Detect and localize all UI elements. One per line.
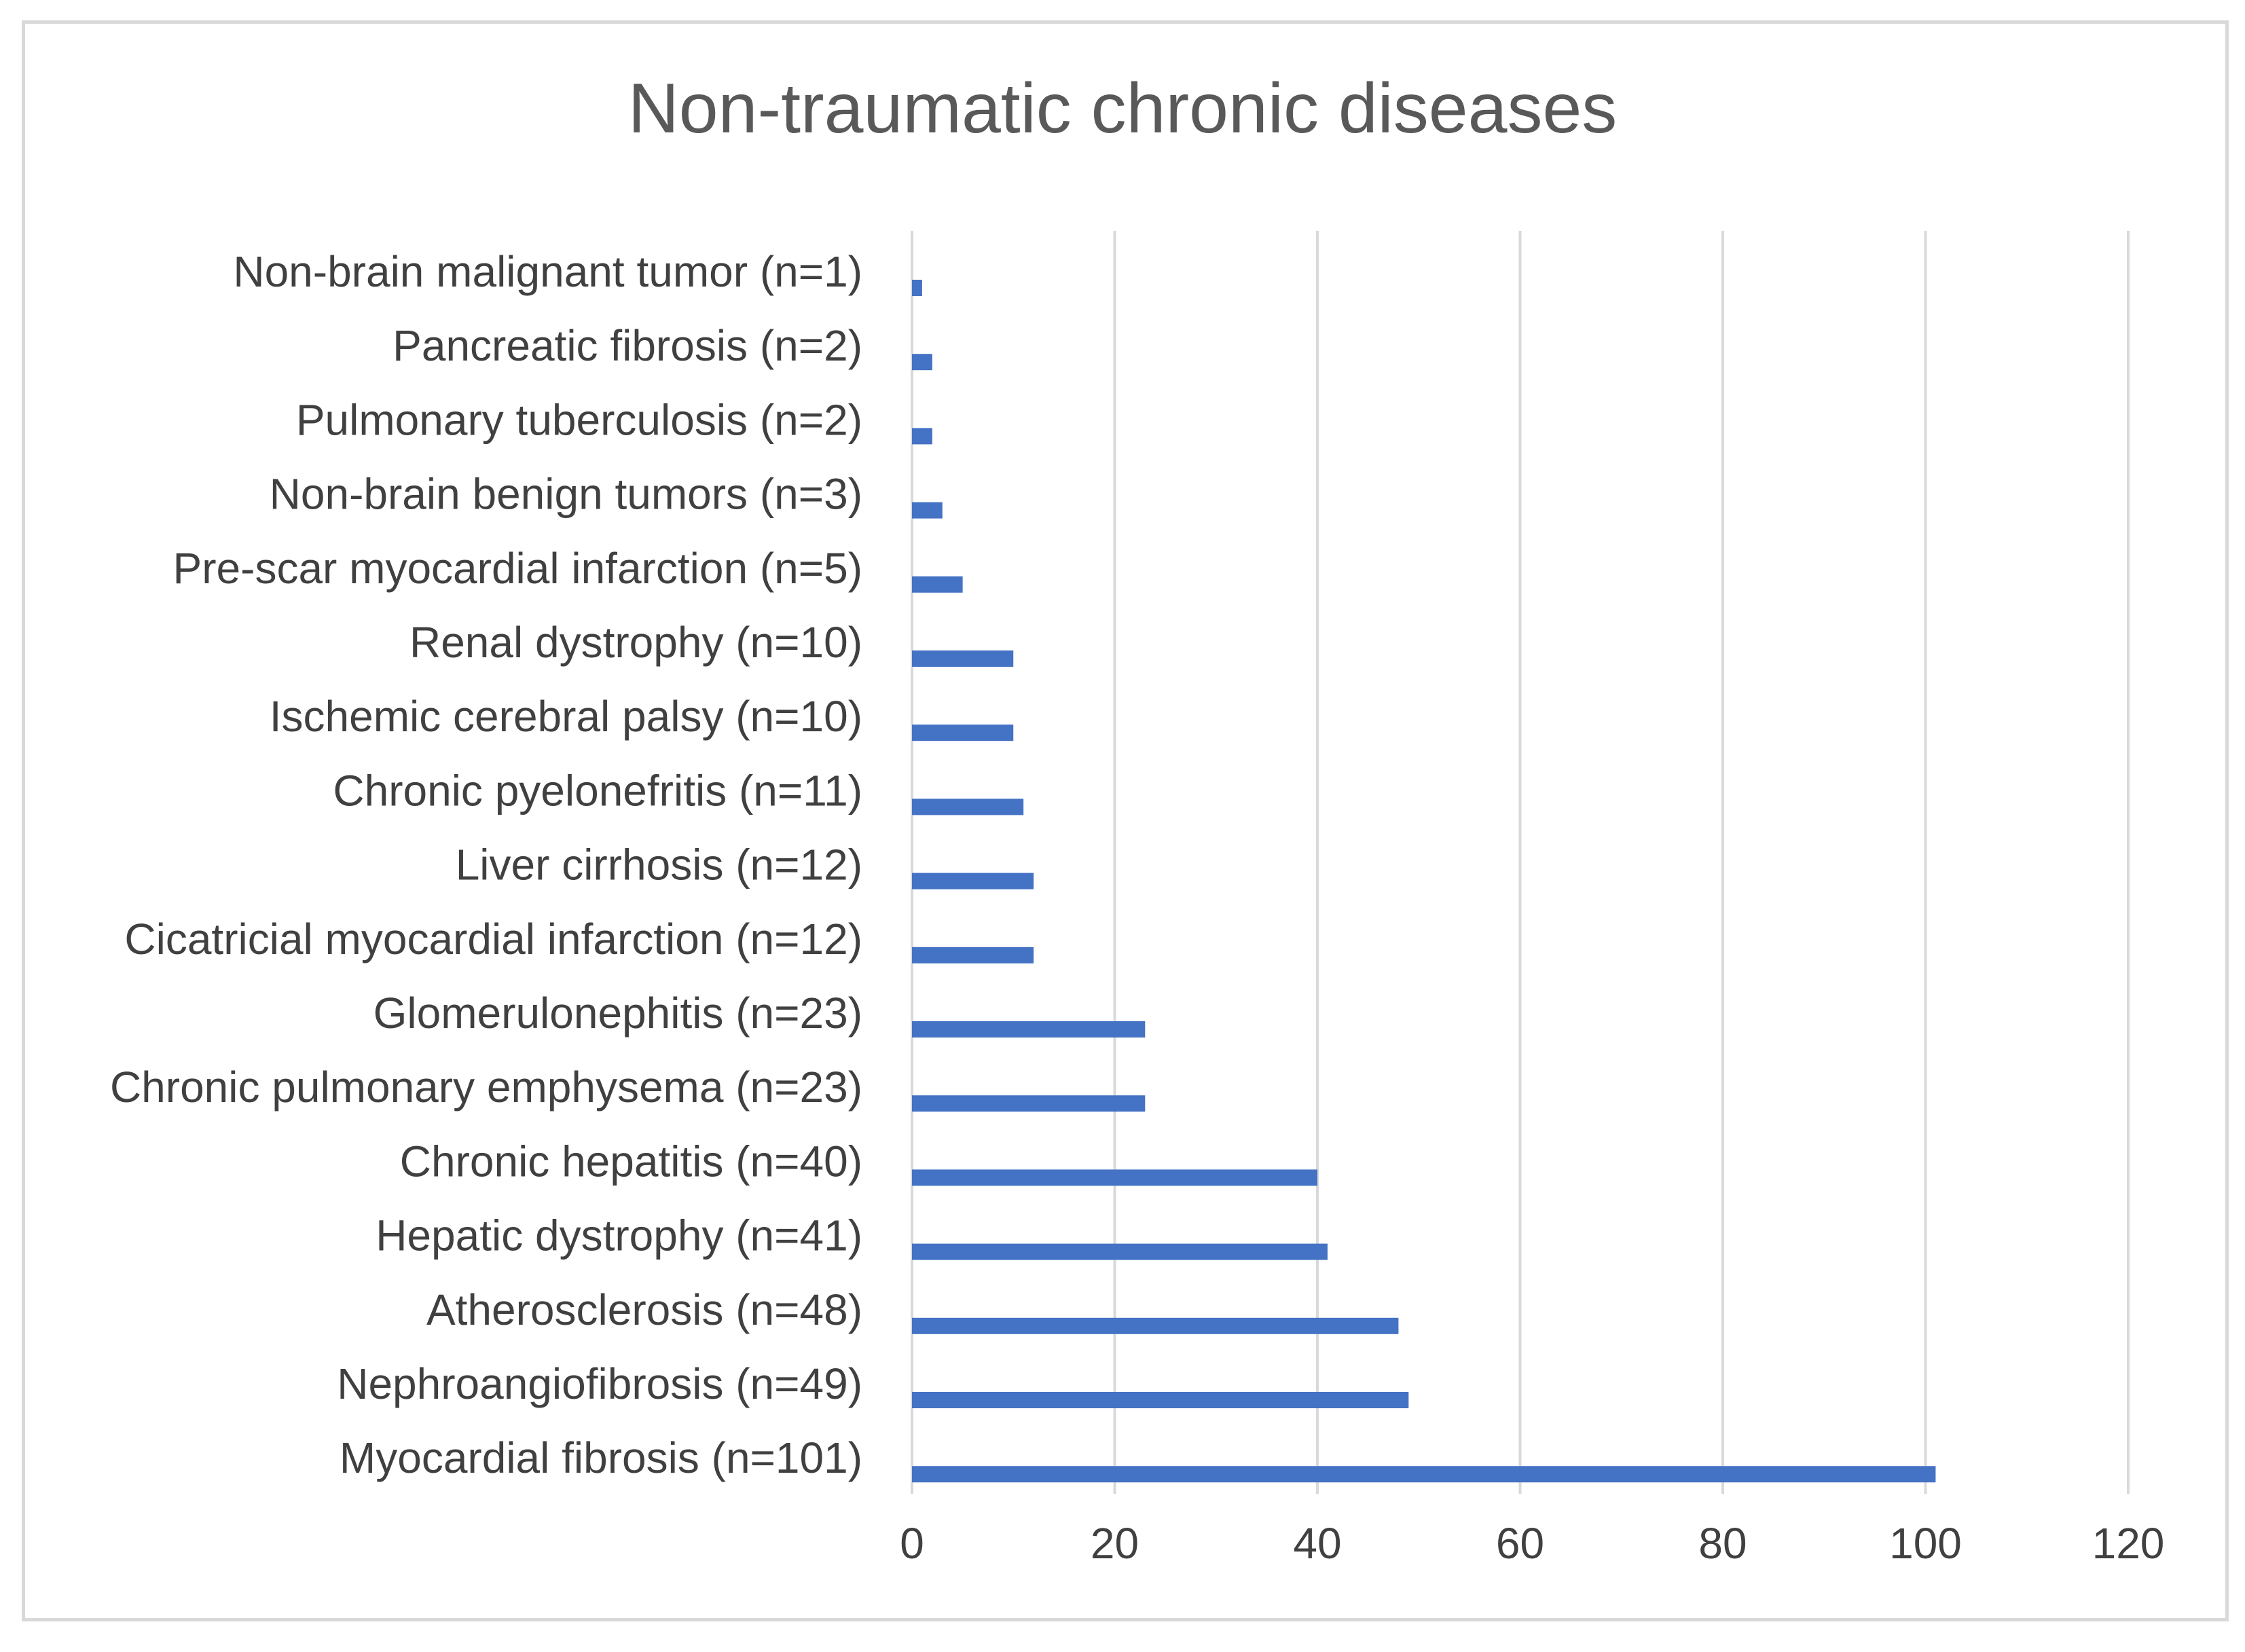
bar-17 [912,1466,1936,1483]
bar-7 [912,724,1014,741]
x-tick-label-40: 40 [1293,1519,1341,1568]
category-label: Ischemic cerebral palsy (n=10) [270,692,862,741]
category-label: Non-brain benign tumors (n=3) [270,470,862,519]
category-label: Chronic pyelonefritis (n=11) [333,766,862,815]
x-tick-label-20: 20 [1091,1519,1139,1568]
bar-13 [912,1169,1317,1186]
bar-1 [912,280,922,296]
category-label: Cicatricial myocardial infarction (n=12) [124,915,862,963]
bar-12 [912,1095,1146,1112]
x-tick-label-60: 60 [1496,1519,1544,1568]
bar-5 [912,576,963,593]
bar-9 [912,873,1034,889]
bar-6 [912,650,1014,667]
category-label: Nephroangiofibrosis (n=49) [337,1359,862,1408]
category-label: Glomerulonephitis (n=23) [373,989,862,1038]
x-tick-label-120: 120 [2092,1519,2165,1568]
bar-3 [912,428,932,445]
x-tick-label-80: 80 [1698,1519,1747,1568]
bar-8 [912,799,1024,815]
x-tick-label-100: 100 [1889,1519,1962,1568]
category-label: Pancreatic fibrosis (n=2) [393,321,862,370]
x-tick-label-0: 0 [900,1519,924,1568]
bar-16 [912,1392,1409,1408]
category-label: Atherosclerosis (n=48) [426,1285,862,1334]
bar-14 [912,1243,1328,1260]
category-label: Chronic pulmonary emphysema (n=23) [110,1063,862,1112]
category-label: Renal dystrophy (n=10) [409,618,862,667]
category-label: Pulmonary tuberculosis (n=2) [296,395,862,444]
category-label: Hepatic dystrophy (n=41) [376,1211,862,1260]
category-label: Pre-scar myocardial infarction (n=5) [173,544,862,593]
category-label: Chronic hepatitis (n=40) [400,1137,862,1186]
category-label: Myocardial fibrosis (n=101) [340,1433,862,1482]
bar-15 [912,1317,1399,1334]
bar-2 [912,354,932,371]
bar-10 [912,947,1034,963]
bar-11 [912,1021,1146,1038]
chart-title: Non-traumatic chronic diseases [627,69,1618,148]
chart-frame [22,20,2229,1621]
category-label: Liver cirrhosis (n=12) [456,841,862,889]
bar-4 [912,502,943,519]
category-label: Non-brain malignant tumor (n=1) [233,247,862,296]
